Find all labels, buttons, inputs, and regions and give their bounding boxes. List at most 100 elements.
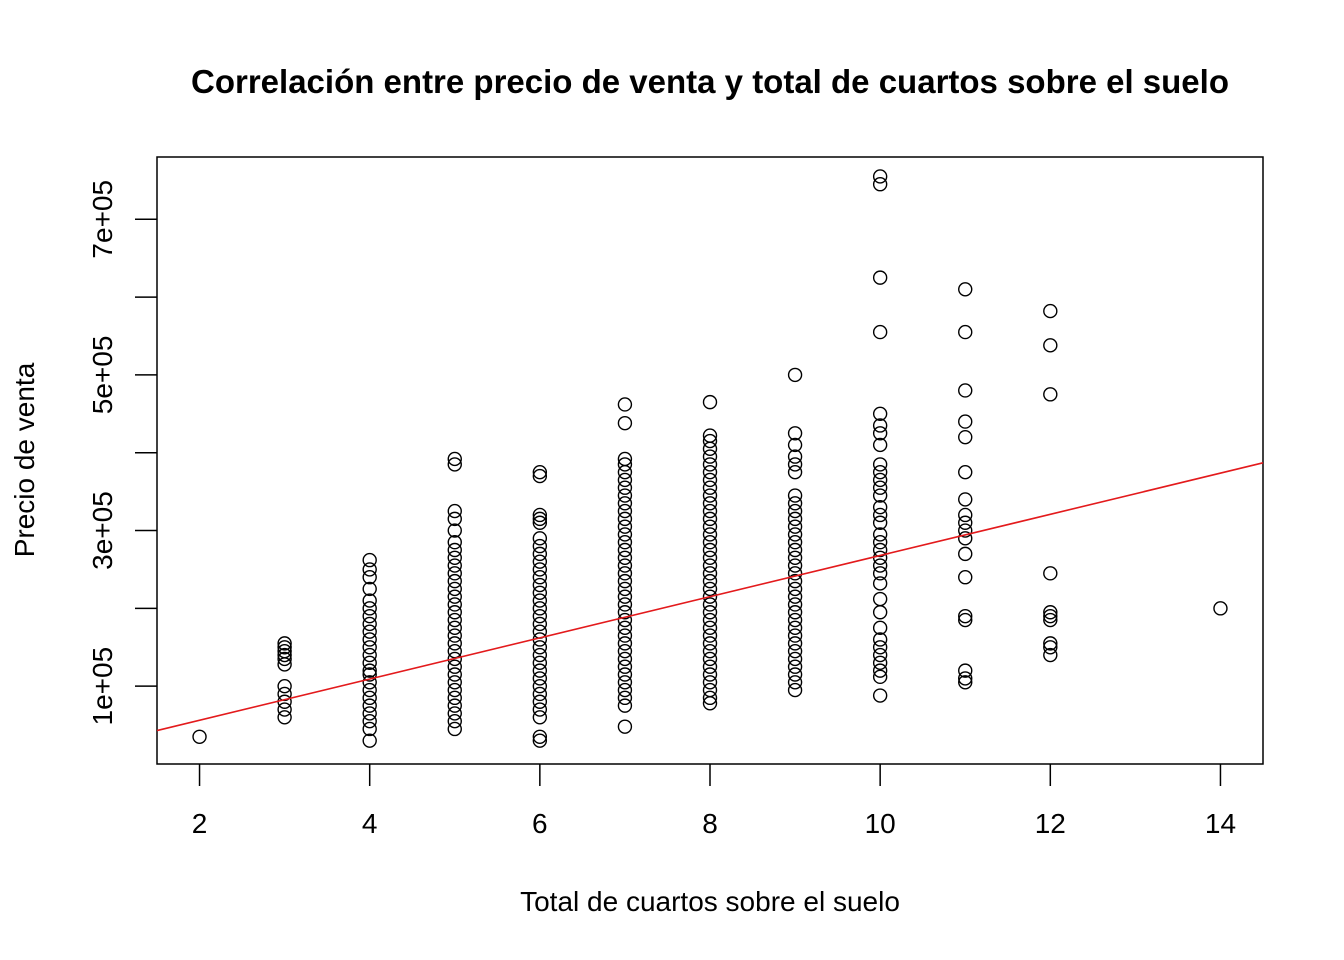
data-point — [617, 628, 633, 643]
data-point — [447, 589, 462, 604]
data-point — [447, 667, 462, 682]
data-point — [787, 581, 803, 597]
data-point — [617, 519, 633, 534]
data-point — [617, 496, 633, 511]
data-point — [532, 640, 548, 655]
data-point — [532, 616, 548, 632]
data-point — [617, 690, 633, 706]
data-point — [532, 531, 548, 546]
data-point — [532, 562, 548, 577]
data-point — [532, 468, 548, 484]
data-point — [787, 503, 803, 519]
data-point — [872, 688, 888, 703]
data-point — [958, 546, 973, 562]
data-point — [532, 577, 548, 593]
data-point — [702, 581, 718, 597]
data-point — [362, 552, 377, 568]
data-point — [532, 710, 548, 725]
data-point — [447, 651, 462, 667]
data-point — [958, 570, 973, 585]
data-point — [702, 659, 718, 674]
data-point — [447, 713, 462, 729]
data-point — [872, 566, 888, 581]
data-point — [787, 535, 803, 550]
x-tick-label: 14 — [1205, 808, 1236, 839]
data-point — [532, 729, 548, 744]
data-point — [362, 562, 377, 577]
data-point — [787, 612, 803, 628]
data-point — [617, 643, 633, 659]
data-point — [787, 542, 803, 558]
data-point — [617, 535, 633, 550]
data-point — [617, 651, 633, 667]
data-point — [532, 678, 548, 694]
data-point — [787, 566, 803, 581]
y-tick-label: 5e+05 — [87, 336, 118, 415]
data-point — [787, 659, 803, 674]
data-point — [617, 636, 633, 651]
data-point — [702, 542, 718, 558]
data-point — [617, 612, 633, 628]
data-point — [617, 558, 633, 573]
data-point — [787, 437, 803, 453]
data-point — [702, 667, 718, 682]
data-point — [702, 519, 718, 534]
data-point — [702, 605, 718, 620]
data-point — [447, 523, 462, 538]
data-point — [702, 628, 718, 643]
data-point — [362, 667, 377, 682]
data-point — [872, 437, 888, 453]
data-point — [958, 507, 973, 523]
data-point — [447, 675, 462, 690]
data-point — [872, 507, 888, 523]
data-point — [702, 433, 718, 449]
data-point — [702, 503, 718, 519]
data-point — [447, 636, 462, 651]
data-point — [787, 511, 803, 527]
data-point — [617, 550, 633, 565]
data-point — [702, 441, 718, 457]
data-point — [872, 472, 888, 488]
data-point — [532, 546, 548, 562]
data-point — [362, 608, 377, 624]
data-point — [787, 558, 803, 573]
data-point — [787, 651, 803, 667]
data-point — [447, 535, 462, 550]
data-point — [787, 597, 803, 612]
data-point — [447, 542, 462, 558]
y-tick-label: 1e+05 — [87, 647, 118, 726]
data-point — [362, 593, 377, 608]
data-point — [702, 480, 718, 495]
data-point — [362, 570, 377, 585]
data-point — [958, 515, 973, 530]
data-point — [362, 632, 377, 647]
data-point — [787, 628, 803, 643]
data-point — [277, 651, 292, 667]
data-point — [447, 682, 462, 698]
data-point — [872, 499, 888, 515]
data-point — [958, 383, 973, 398]
data-point — [532, 601, 548, 616]
data-point — [277, 702, 292, 717]
x-tick-label: 2 — [192, 808, 208, 839]
data-point — [787, 367, 803, 383]
data-point — [617, 719, 633, 734]
data-point — [872, 655, 888, 671]
data-point — [447, 605, 462, 620]
data-point — [362, 663, 377, 678]
data-point — [702, 457, 718, 472]
data-point — [362, 581, 377, 597]
y-axis: 1e+05 3e+05 5e+05 7e+05 — [87, 180, 157, 726]
data-point — [787, 449, 803, 464]
data-point — [532, 507, 548, 523]
data-point — [617, 527, 633, 542]
data-point — [958, 464, 973, 480]
data-point — [872, 169, 888, 184]
data-point — [1213, 601, 1228, 616]
data-point — [532, 663, 548, 678]
data-point — [702, 573, 718, 589]
data-point — [532, 686, 548, 702]
data-point — [872, 406, 888, 422]
data-point — [362, 655, 377, 671]
